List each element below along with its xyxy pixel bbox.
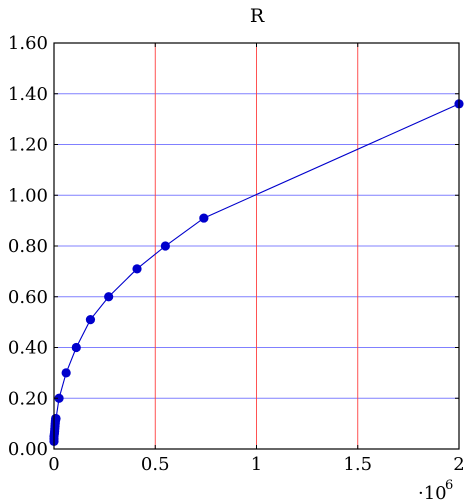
x-tick-label: 1.5 — [343, 454, 372, 475]
data-point — [51, 413, 61, 424]
y-tick-label: 1.20 — [8, 135, 48, 156]
y-tick-label: 0.40 — [8, 338, 48, 359]
data-point — [71, 342, 81, 353]
x-scale-label: ·10 6 — [418, 478, 453, 502]
data-point — [132, 264, 142, 274]
data-point — [104, 292, 114, 302]
y-tick-label: 0.20 — [8, 388, 48, 409]
data-point — [61, 368, 71, 378]
data-point — [54, 393, 64, 403]
y-tick-label: 1.00 — [8, 185, 48, 206]
x-tick-label: 0 — [48, 454, 59, 475]
data-point — [160, 241, 170, 251]
axes: 0.00 0.20 0.40 0.60 0.80 1.00 1.20 1.40 1.60 0 0.5… — [8, 33, 465, 475]
y-tick-label: 1.60 — [8, 33, 48, 54]
x-tick-label: 2 — [453, 454, 464, 475]
data-point — [85, 314, 96, 325]
x-tick-label: 0.5 — [141, 454, 170, 475]
x-tick-label: 1 — [251, 454, 262, 475]
grid — [54, 43, 459, 449]
chart-title: R — [250, 5, 265, 27]
y-tick-label: 0.60 — [8, 287, 48, 308]
x-scale-base: ·10 — [418, 483, 447, 502]
y-tick-label: 0.80 — [8, 236, 48, 257]
data-point — [199, 213, 209, 223]
y-tick-label: 1.40 — [8, 84, 48, 105]
y-tick-label: 0.00 — [8, 439, 48, 460]
x-scale-exponent: 6 — [445, 478, 453, 493]
